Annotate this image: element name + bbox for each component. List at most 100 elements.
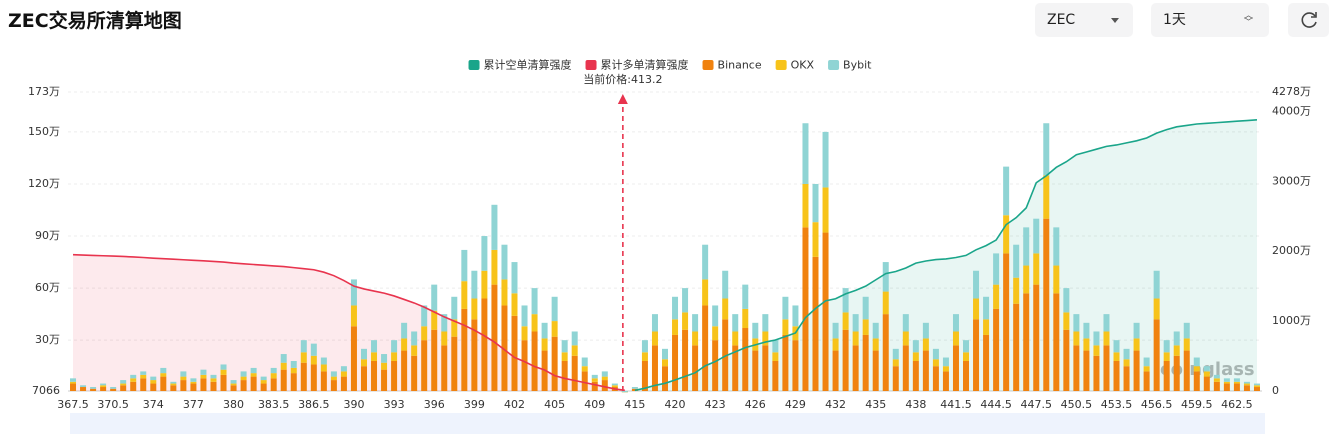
bar-segment (140, 371, 147, 375)
bar-segment (1113, 352, 1120, 361)
interval-select[interactable]: 1天 ︿ ﹀ (1151, 3, 1269, 37)
bar-segment (381, 362, 388, 370)
bar-segment (641, 352, 648, 361)
bar-segment (722, 319, 729, 391)
bar-segment (952, 331, 959, 346)
caret (1111, 18, 1119, 23)
bar-segment (581, 371, 588, 391)
bar-segment (531, 314, 538, 332)
bar-segment (1183, 350, 1190, 391)
x-tick-label: 432 (825, 398, 846, 411)
x-tick-label: 429 (785, 398, 806, 411)
x-tick-label: 370.5 (97, 398, 129, 411)
bar-segment (601, 371, 608, 377)
bar-segment (872, 350, 879, 391)
x-tick-label: 367.5 (57, 398, 89, 411)
bar-segment (842, 288, 849, 313)
bar-segment (381, 354, 388, 363)
bar-segment (1073, 331, 1080, 346)
bar-segment (270, 367, 277, 374)
bar-segment (792, 305, 799, 327)
x-tick-label: 456.5 (1141, 398, 1173, 411)
bar-segment (411, 355, 418, 391)
bar-segment (942, 357, 949, 367)
bar-segment (672, 334, 679, 391)
bar-segment (110, 387, 117, 389)
bar-segment (90, 387, 97, 389)
bar-segment (1213, 378, 1220, 382)
bar-segment (441, 345, 448, 391)
legend-swatch (468, 60, 480, 70)
bar-segment (611, 385, 618, 388)
bar-segment (481, 270, 488, 299)
bar-segment (350, 279, 357, 306)
bar-segment (882, 291, 889, 315)
bar-segment (1213, 374, 1220, 379)
bar-segment (130, 378, 137, 382)
bar-segment (481, 298, 488, 391)
bar-segment (210, 378, 217, 382)
x-tick-label: 415 (624, 398, 645, 411)
bar-segment (481, 236, 488, 271)
bar-segment (772, 352, 779, 361)
x-tick-label: 438 (905, 398, 926, 411)
bar-segment (1043, 123, 1050, 176)
bar-segment (190, 378, 197, 382)
bar-segment (822, 232, 829, 391)
bar-segment (541, 338, 548, 351)
x-tick-label: 423 (705, 398, 726, 411)
bar-segment (431, 329, 438, 391)
bar-segment (1183, 338, 1190, 351)
bar-segment (842, 329, 849, 391)
bar-segment (391, 340, 398, 353)
bar-segment (541, 350, 548, 391)
symbol-select[interactable]: ZEC (1035, 3, 1133, 37)
legend-label: 累计多单清算强度 (601, 58, 689, 72)
bar-segment (1063, 312, 1070, 330)
bar-segment (802, 183, 809, 228)
bar-segment (832, 338, 839, 351)
bar-segment (902, 314, 909, 332)
bar-segment (371, 360, 378, 391)
bar-segment (1033, 253, 1040, 285)
y-tick-label: 90万 (35, 229, 60, 242)
bar-segment (762, 331, 769, 346)
bar-segment (451, 296, 458, 320)
bar-segment (521, 326, 528, 341)
bar-segment (862, 334, 869, 391)
bar-segment (491, 284, 498, 391)
bar-segment (1153, 270, 1160, 299)
bar-segment (732, 331, 739, 346)
legend-label: 累计空单清算强度 (484, 58, 572, 72)
bar-segment (391, 352, 398, 361)
bar-segment (461, 249, 468, 282)
bar-segment (200, 374, 207, 379)
bar-segment (1233, 383, 1240, 391)
bar-segment (310, 355, 317, 365)
bar-segment (501, 305, 508, 391)
bar-segment (471, 270, 478, 299)
bar-segment (932, 366, 939, 391)
cumulative-line (72, 253, 625, 392)
bar-segment (651, 314, 658, 332)
refresh-button[interactable] (1288, 3, 1329, 37)
bar-segment (200, 378, 207, 391)
bar-segment (280, 362, 287, 370)
bar-segment (250, 373, 257, 377)
bar-segment (822, 131, 829, 188)
bar-segment (1003, 215, 1010, 254)
x-tick-label: 377 (183, 398, 204, 411)
bar-segment (591, 378, 598, 382)
bar-segment (621, 391, 628, 393)
bar-segment (912, 340, 919, 353)
bar-segment (230, 385, 237, 391)
bar-segment (1093, 355, 1100, 391)
x-tick-label: 459.5 (1181, 398, 1213, 411)
x-tick-label: 402 (504, 398, 525, 411)
bar-segment (521, 340, 528, 391)
bar-segment (1253, 383, 1260, 386)
bar-segment (511, 315, 518, 391)
bar-segment (993, 284, 1000, 309)
y-tick-label: 2000万 (1272, 244, 1311, 257)
bar-segment (782, 334, 789, 391)
